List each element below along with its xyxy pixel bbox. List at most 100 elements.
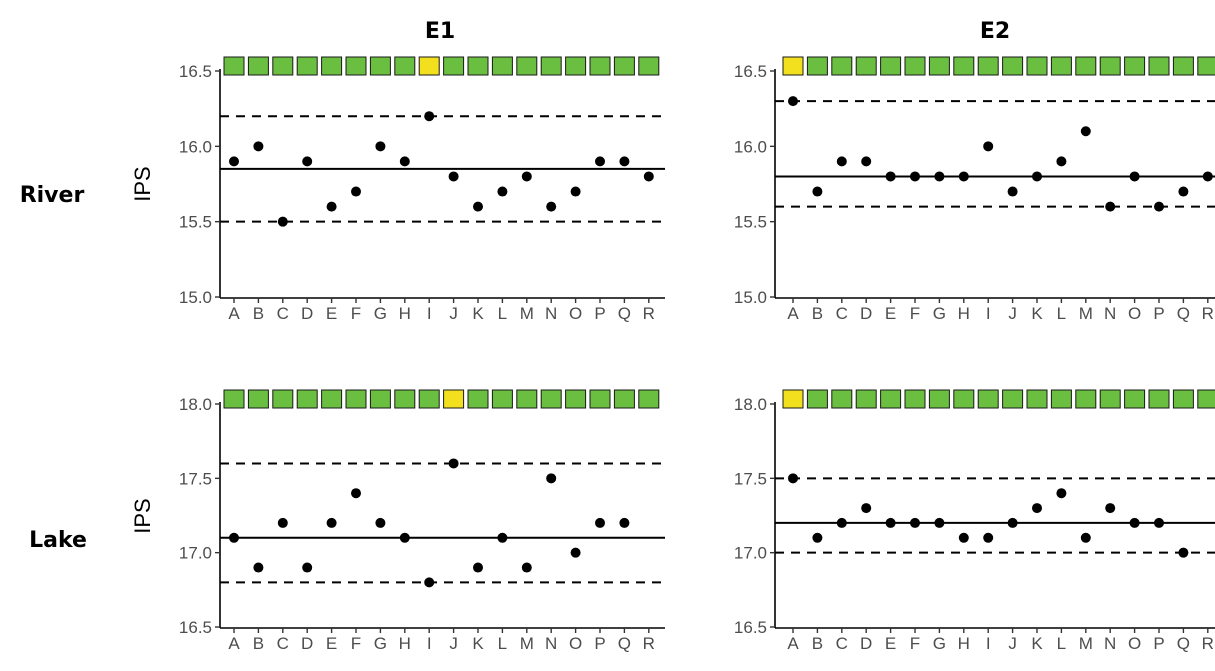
x-tick-label: P (594, 634, 605, 653)
data-point (229, 532, 239, 543)
panel-e2-river: A B C D E F G H I J K L M N O P Q R 15.0 15.5 16.0 16.5 (734, 56, 1215, 323)
x-tick-label: R (1202, 304, 1214, 323)
status-box (1002, 389, 1024, 409)
x-tick-label: Q (1177, 634, 1190, 653)
x-tick-label: H (399, 304, 411, 323)
x-tick-label: B (812, 634, 823, 653)
data-point (812, 186, 823, 197)
x-tick-label: L (1057, 634, 1066, 653)
data-point (448, 171, 459, 182)
status-box (394, 389, 416, 409)
x-tick-label: B (253, 634, 264, 653)
y-tick-label: 15.5 (179, 213, 212, 232)
panel-e1-river: A B C D E F G H I J K L M N O P Q R 15.0 15.5 16.0 16.5 IPS (130, 56, 665, 323)
status-box (1124, 389, 1146, 409)
status-box (855, 56, 877, 76)
status-box (589, 56, 611, 76)
x-tick-label: L (498, 304, 507, 323)
y-tick-label: 17.0 (734, 544, 767, 563)
status-box (638, 389, 660, 409)
x-tick-label: H (958, 304, 970, 323)
data-point (1007, 517, 1018, 528)
y-tick-label: 15.5 (734, 213, 767, 232)
y-tick-label: 16.5 (179, 618, 212, 637)
status-box (1197, 56, 1215, 76)
data-point (619, 156, 630, 167)
y-tick-label: 16.5 (734, 62, 767, 81)
data-point (619, 517, 630, 528)
x-tick-label: D (860, 634, 872, 653)
x-tick-label: I (427, 634, 432, 653)
status-box (247, 56, 269, 76)
status-box (443, 56, 465, 76)
status-box (516, 389, 538, 409)
status-box (831, 56, 853, 76)
status-box (589, 389, 611, 409)
status-box (613, 56, 635, 76)
data-point (910, 171, 920, 182)
data-point (1056, 488, 1067, 499)
x-tick-label: G (933, 634, 946, 653)
data-point (424, 577, 435, 588)
x-tick-label: E (326, 634, 337, 653)
y-tick-label: 16.0 (179, 137, 212, 156)
x-tick-label: O (569, 634, 582, 653)
data-point (1032, 171, 1042, 182)
y-tick-label: 17.5 (734, 469, 767, 488)
x-tick-label: K (472, 634, 484, 653)
status-box (1148, 389, 1170, 409)
data-point (1105, 503, 1116, 514)
status-box (272, 389, 294, 409)
data-point (910, 517, 920, 528)
x-tick-label: N (545, 304, 557, 323)
data-point (861, 156, 872, 167)
x-tick-label: C (836, 304, 848, 323)
x-tick-label: F (910, 634, 920, 653)
data-point (1105, 201, 1116, 212)
x-tick-label: R (1202, 634, 1214, 653)
status-box (1026, 56, 1048, 76)
data-point (277, 517, 288, 528)
data-point (570, 186, 581, 197)
data-point (1056, 156, 1067, 167)
data-point (934, 517, 945, 528)
status-box (443, 389, 465, 409)
data-point (885, 517, 896, 528)
x-tick-label: E (885, 304, 896, 323)
status-box (904, 56, 926, 76)
x-tick-label: G (374, 634, 387, 653)
data-point (1129, 171, 1140, 182)
data-point (497, 186, 508, 197)
status-box (880, 56, 902, 76)
status-box (565, 56, 587, 76)
status-box (418, 56, 440, 76)
data-point (546, 201, 557, 212)
status-box (977, 56, 999, 76)
data-point (1154, 201, 1164, 212)
data-point (983, 141, 994, 152)
data-point (1080, 532, 1091, 543)
data-point (1129, 517, 1140, 528)
data-point (1202, 171, 1213, 182)
x-tick-label: D (860, 304, 872, 323)
y-tick-label: 15.0 (734, 288, 767, 307)
x-tick-label: F (351, 304, 361, 323)
status-box (1197, 389, 1215, 409)
data-point (934, 171, 945, 182)
y-tick-label: 18.0 (734, 395, 767, 414)
data-point (497, 532, 508, 543)
x-tick-label: I (986, 634, 991, 653)
status-box (904, 389, 926, 409)
x-tick-label: L (498, 634, 507, 653)
x-tick-label: J (1008, 634, 1017, 653)
column-title-e2: E2 (980, 19, 1010, 44)
data-point (788, 96, 798, 107)
status-box (247, 389, 269, 409)
data-point (302, 156, 313, 167)
y-tick-label: 18.0 (179, 395, 212, 414)
row-title-lake: Lake (29, 528, 87, 553)
data-point (399, 532, 410, 543)
y-tick-label: 16.0 (734, 137, 767, 156)
